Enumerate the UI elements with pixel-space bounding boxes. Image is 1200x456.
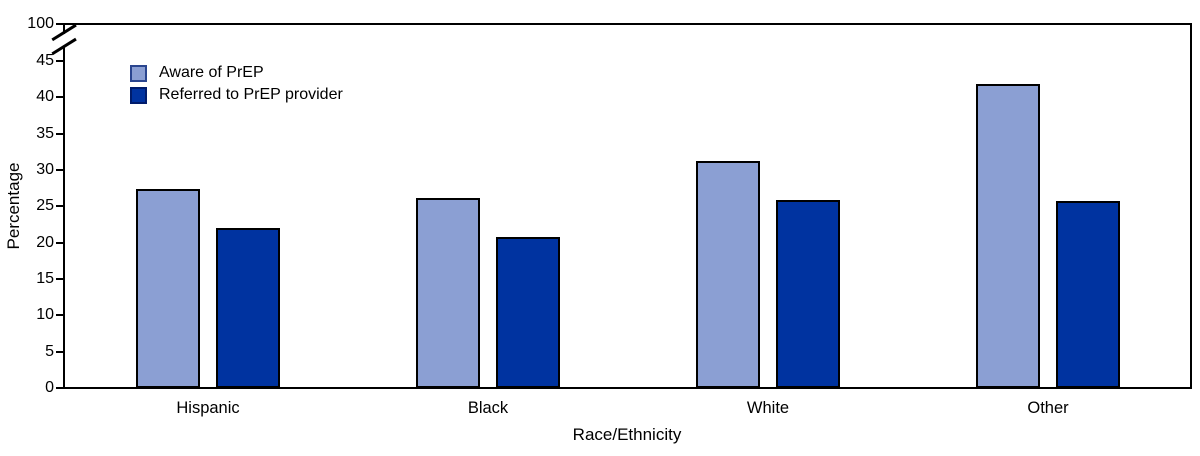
plot-right-border [1190,23,1192,389]
y-tick-label: 0 [45,379,54,396]
x-axis-title: Race/Ethnicity [572,425,682,444]
category-label-other: Other [1027,399,1069,417]
y-tick [56,60,64,62]
bar-black-referred [496,237,560,388]
y-tick-label: 20 [36,233,54,251]
legend-label: Aware of PrEP [159,64,264,81]
y-tick-label: 10 [36,306,54,324]
legend-item: Aware of PrEP [130,62,343,84]
plot-top-border [63,23,1192,25]
y-tick-label: 15 [36,270,54,287]
bar-white-referred [776,200,840,388]
y-tick-label: 45 [36,52,54,69]
y-tick-label: 30 [36,161,54,178]
y-tick [56,96,64,99]
y-tick-label: 35 [36,124,54,142]
bar-hispanic-aware [136,189,200,388]
y-tick [56,278,64,280]
y-tick [56,23,64,25]
y-tick [56,205,64,208]
bar-black-aware [416,198,480,388]
category-label-hispanic: Hispanic [176,399,240,417]
legend-swatch-referred-icon [130,86,147,104]
bar-other-referred [1056,201,1120,388]
legend-label: Referred to PrEP provider [159,86,343,103]
legend-swatch-aware-icon [130,64,147,82]
y-axis-line [63,23,65,389]
y-tick [56,387,64,389]
bar-white-aware [696,161,760,388]
y-tick [56,169,64,171]
category-label-white: White [746,399,790,417]
legend-item: Referred to PrEP provider [130,84,343,106]
y-tick-label: 5 [45,342,54,360]
y-tick-label: 25 [36,197,54,215]
y-tick [56,241,64,244]
legend: Aware of PrEP Referred to PrEP provider [130,62,343,106]
bar-other-aware [976,84,1040,388]
y-tick [56,350,64,353]
x-axis-line [63,387,1192,389]
y-axis-title: Percentage [4,162,23,250]
category-label-black: Black [467,399,509,417]
y-tick [56,132,64,135]
bar-hispanic-referred [216,228,280,388]
y-tick-label: 40 [36,88,54,106]
y-tick-label: 100 [27,15,54,32]
y-tick [56,314,64,317]
